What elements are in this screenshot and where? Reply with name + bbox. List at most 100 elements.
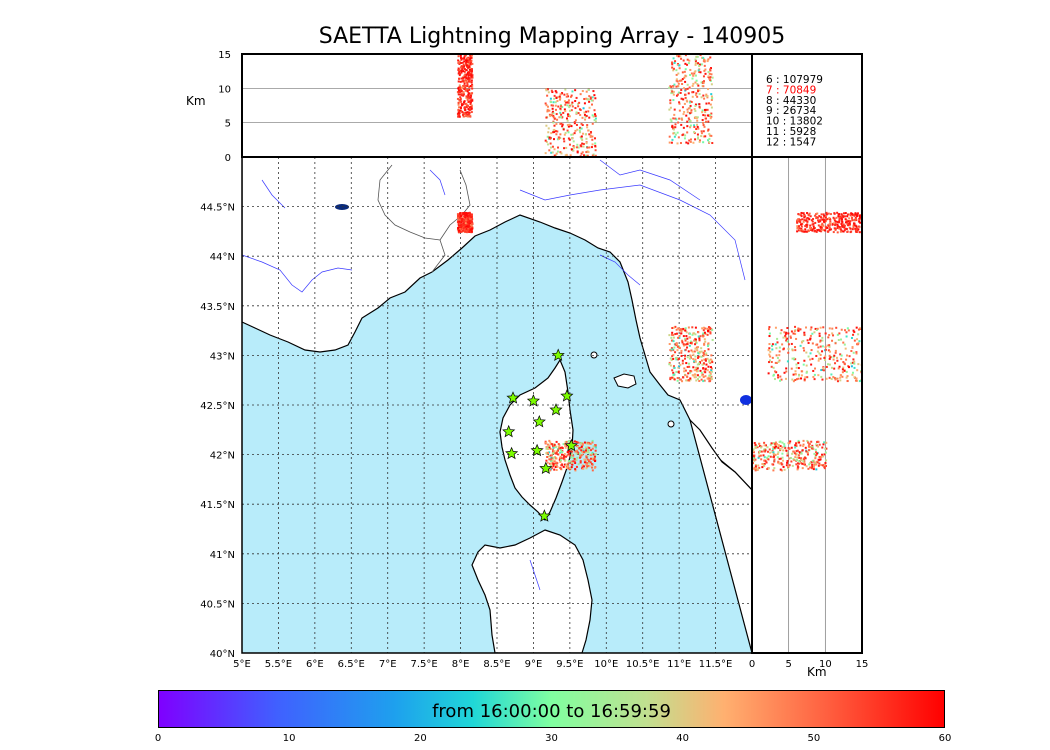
lightning-source	[834, 349, 837, 352]
lightning-source	[691, 326, 694, 329]
lightning-source	[694, 138, 697, 141]
lightning-source	[843, 343, 846, 346]
lightning-source	[566, 104, 569, 107]
lightning-source	[677, 336, 680, 339]
lightning-source	[709, 361, 712, 364]
lat-tick-label: 42°N	[210, 451, 235, 462]
lightning-source	[841, 214, 844, 217]
lightning-source	[553, 462, 556, 465]
lightning-source	[778, 354, 781, 357]
lightning-source	[804, 456, 807, 459]
lightning-source	[703, 97, 706, 100]
lightning-source	[797, 439, 800, 442]
lightning-source	[811, 332, 814, 335]
lightning-source	[576, 449, 579, 452]
lightning-source	[563, 454, 566, 457]
lightning-source	[577, 463, 580, 466]
lightning-source	[779, 457, 782, 460]
lightning-source	[564, 154, 567, 157]
lightning-source	[752, 457, 755, 460]
right-lightning-sources	[752, 211, 862, 472]
lightning-source	[465, 61, 468, 64]
lightning-source	[550, 467, 553, 470]
lightning-source	[836, 356, 839, 359]
lightning-source	[786, 452, 789, 455]
lightning-source	[544, 152, 547, 155]
lightning-source	[690, 100, 693, 103]
lightning-source	[467, 101, 470, 104]
lightning-source	[813, 331, 816, 334]
lightning-source	[587, 462, 590, 465]
lightning-source	[830, 378, 833, 381]
lightning-source	[682, 98, 685, 101]
lightning-source	[550, 459, 553, 462]
lightning-source	[684, 343, 687, 346]
altitude-lat-panel[interactable]	[752, 157, 864, 653]
lightning-source	[689, 371, 692, 374]
lightning-source	[781, 343, 784, 346]
altitude-lon-panel[interactable]	[242, 54, 752, 159]
altitude-tick-label: 5	[785, 659, 791, 670]
lightning-source	[466, 222, 469, 225]
lightning-source	[564, 132, 567, 135]
lightning-source	[805, 450, 808, 453]
lightning-source	[551, 107, 554, 110]
lightning-source	[845, 227, 848, 230]
lightning-source	[697, 335, 700, 338]
lightning-source	[670, 92, 673, 95]
lightning-source	[838, 216, 841, 219]
sardinia	[471, 529, 593, 653]
lightning-source	[698, 139, 701, 142]
lightning-source	[469, 55, 472, 58]
station-star	[539, 461, 553, 475]
station-star	[560, 389, 574, 402]
lightning-source	[558, 95, 561, 98]
lightning-source	[685, 141, 688, 144]
lightning-source	[829, 213, 832, 216]
lightning-source	[587, 129, 590, 132]
lightning-source	[588, 465, 591, 468]
lat-tick-label: 41.5°N	[200, 500, 235, 511]
map-panel[interactable]	[242, 157, 752, 653]
lightning-source	[704, 359, 707, 362]
lightning-source	[805, 219, 808, 222]
lightning-source	[711, 97, 714, 100]
lightning-source	[587, 442, 590, 445]
lightning-source	[768, 347, 771, 350]
station-star	[530, 443, 544, 457]
lightning-source	[708, 359, 711, 362]
lightning-source	[774, 441, 777, 444]
lightning-source	[810, 467, 813, 470]
lightning-source	[578, 456, 581, 459]
lightning-source	[802, 220, 805, 223]
lightning-source	[810, 326, 813, 329]
lightning-source	[833, 222, 836, 225]
lightning-source	[556, 150, 559, 153]
lightning-source	[857, 333, 860, 336]
lightning-source	[852, 226, 855, 229]
lightning-source	[546, 461, 549, 464]
lightning-source	[559, 97, 562, 100]
lightning-source	[781, 456, 784, 459]
lightning-source	[774, 453, 777, 456]
lightning-source	[854, 227, 857, 230]
lightning-source	[702, 85, 705, 88]
lightning-source	[764, 448, 767, 451]
lightning-source	[854, 212, 857, 215]
lightning-source	[773, 458, 776, 461]
lightning-source	[709, 134, 712, 137]
lon-tick-label: 5°E	[233, 659, 251, 670]
lightning-source	[701, 109, 704, 112]
lightning-source	[775, 442, 778, 445]
lightning-source	[563, 458, 566, 461]
lightning-source	[837, 225, 840, 228]
lightning-source	[853, 331, 856, 334]
lightning-source	[693, 350, 696, 353]
lightning-source	[694, 339, 697, 342]
lightning-source	[680, 332, 683, 335]
lightning-source	[705, 358, 708, 361]
lightning-source	[836, 380, 839, 383]
lightning-source	[685, 379, 688, 382]
lightning-source	[824, 225, 827, 228]
lightning-source	[463, 82, 466, 85]
